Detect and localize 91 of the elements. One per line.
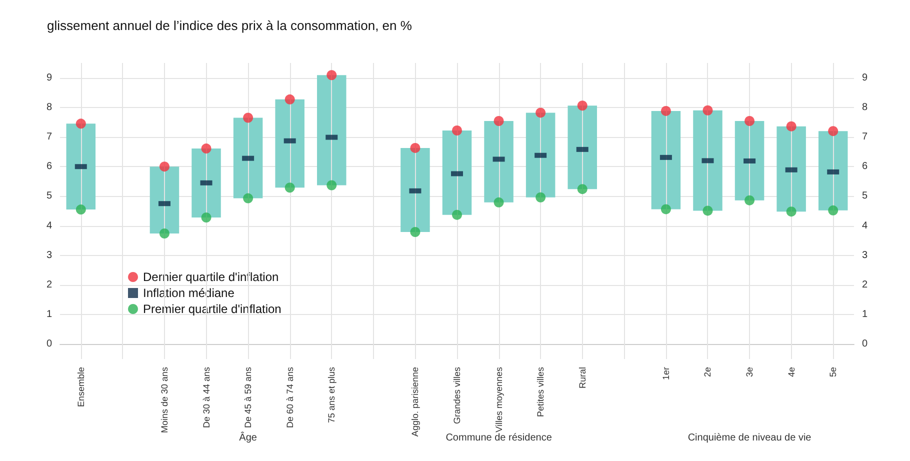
point xyxy=(410,227,420,238)
y-tick-label: 3 xyxy=(46,250,52,261)
y2-tick-label: 3 xyxy=(862,250,868,261)
x-tick-label: 4e xyxy=(786,367,796,378)
point xyxy=(452,125,462,136)
x-tick-label: 3e xyxy=(744,367,755,378)
y2-tick-label: 4 xyxy=(862,220,868,232)
x-tick-label: Rural xyxy=(577,367,588,389)
x-tick-label: 1er xyxy=(660,367,671,380)
y-tick-label: 2 xyxy=(46,280,52,290)
x-tick-label: Villes moyennes xyxy=(494,366,504,432)
point xyxy=(536,192,546,202)
x-tick-label: De 60 à 74 ans xyxy=(284,366,295,428)
point xyxy=(577,100,588,111)
point xyxy=(201,212,212,223)
point xyxy=(577,184,588,194)
point xyxy=(702,105,713,116)
y-tick-label: 4 xyxy=(46,220,52,232)
y-tick-label: 9 xyxy=(46,72,52,84)
point xyxy=(326,70,337,80)
x-tick-label: De 30 à 44 ans xyxy=(201,366,212,428)
bar xyxy=(275,99,304,188)
text: Commune de résidence xyxy=(446,432,552,444)
point xyxy=(494,116,504,126)
point xyxy=(243,193,254,204)
y-tick-label: 8 xyxy=(46,102,52,113)
point xyxy=(159,162,170,172)
x-tick-label: Petites villes xyxy=(536,366,546,418)
y2-tick-label: 1 xyxy=(862,309,868,320)
bar xyxy=(233,118,263,198)
legend-label: Inflation médiane xyxy=(143,286,235,300)
point xyxy=(410,142,420,153)
bar xyxy=(651,110,681,210)
bar xyxy=(317,75,346,186)
text: Cinquième de niveau de vie xyxy=(688,432,812,444)
x-tick-label: Ensemble xyxy=(76,367,86,408)
y2-tick-label: 9 xyxy=(862,72,868,84)
point xyxy=(828,205,838,216)
y-tick-label: 6 xyxy=(46,161,52,172)
x-tick-label: Moins de 30 ans xyxy=(159,366,170,434)
y-tick-label: 0 xyxy=(46,338,52,350)
point xyxy=(786,121,796,132)
point xyxy=(76,204,86,215)
y2-tick-label: 8 xyxy=(862,102,868,113)
bar xyxy=(192,148,221,218)
x-tick-label: 75 ans et plus xyxy=(326,366,337,424)
y2-tick-label: 7 xyxy=(862,132,868,142)
point xyxy=(284,94,295,104)
point xyxy=(76,118,86,129)
point xyxy=(284,182,295,193)
point xyxy=(536,108,546,118)
point xyxy=(326,180,337,190)
point xyxy=(452,210,462,220)
chart-title: glissement annuel de l’indice des prix à la consommation, en % xyxy=(47,18,412,33)
legend-label: Premier quartile d'inflation xyxy=(143,302,282,316)
text: Âge xyxy=(239,432,258,444)
point xyxy=(702,206,713,216)
y-tick-label: 7 xyxy=(46,132,52,142)
bar xyxy=(66,124,96,210)
point xyxy=(494,197,504,208)
bar xyxy=(442,130,472,215)
y-tick-label: 1 xyxy=(46,309,52,320)
bar xyxy=(818,131,848,210)
point xyxy=(660,106,671,116)
point xyxy=(243,112,254,123)
bar xyxy=(734,121,764,200)
point xyxy=(744,195,755,206)
bar xyxy=(526,112,556,198)
bar xyxy=(568,106,597,190)
point xyxy=(786,206,796,217)
x-tick-label: 5e xyxy=(828,367,838,378)
point xyxy=(828,126,838,136)
y2-tick-label: 0 xyxy=(862,338,868,350)
bar xyxy=(484,121,514,202)
point xyxy=(660,204,671,214)
point xyxy=(744,116,755,126)
x-tick-label: Agglo. parisienne xyxy=(410,367,420,437)
bar xyxy=(776,126,806,212)
bar xyxy=(400,148,430,232)
bar xyxy=(693,110,722,211)
point xyxy=(201,144,212,154)
y-tick-label: 5 xyxy=(46,190,52,202)
x-tick-label: 2e xyxy=(702,367,713,378)
point xyxy=(159,228,170,238)
y2-tick-label: 2 xyxy=(862,280,868,290)
legend-label: Dernier quartile d'inflation xyxy=(143,270,279,284)
x-tick-label: Grandes villes xyxy=(452,366,462,424)
y2-tick-label: 5 xyxy=(862,190,868,202)
y2-tick-label: 6 xyxy=(862,161,868,172)
bar xyxy=(150,166,180,234)
x-tick-label: De 45 à 59 ans xyxy=(243,366,254,428)
